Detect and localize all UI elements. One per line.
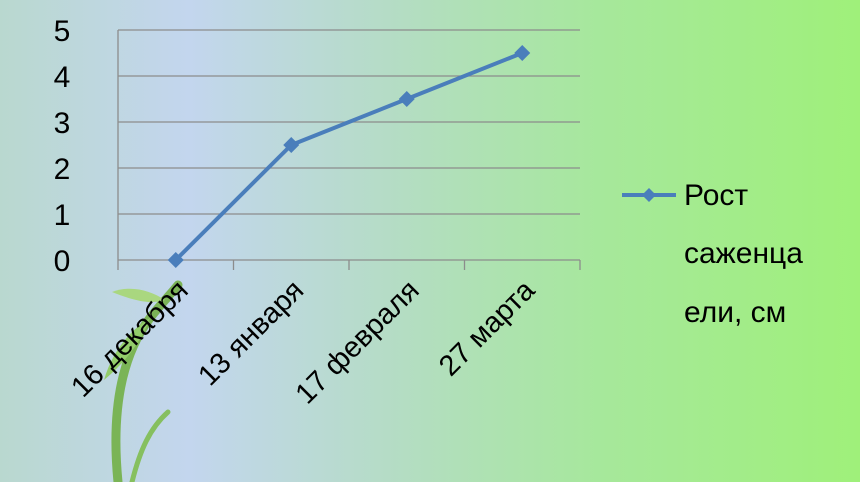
y-tick-label-5: 5 xyxy=(54,15,71,48)
x-tick-label-2: 13 января xyxy=(192,274,310,392)
axes xyxy=(117,30,581,270)
y-tick-label-1: 1 xyxy=(54,199,71,232)
sprout-decoration xyxy=(104,280,183,482)
legend-label-line-3: ели, см xyxy=(684,296,786,329)
y-tick-label-4: 4 xyxy=(54,61,71,94)
legend-marker-swatch xyxy=(642,188,656,202)
legend-label-line-1: Рост xyxy=(684,179,748,212)
series-line xyxy=(167,45,531,268)
data-point-4 xyxy=(514,45,531,61)
y-tick-label-3: 3 xyxy=(54,107,71,140)
legend-label-line-2: саженца xyxy=(684,237,803,270)
series-line-path xyxy=(174,51,523,262)
data-point-2 xyxy=(283,137,300,153)
y-tick-label-2: 2 xyxy=(54,153,71,186)
data-point-3 xyxy=(398,91,415,107)
x-tick-label-3: 17 февраля xyxy=(290,274,426,410)
data-point-1 xyxy=(167,252,184,268)
x-tick-label-4: 27 марта xyxy=(433,274,542,383)
y-axis-ticks: 0 1 2 3 4 5 xyxy=(54,15,71,278)
y-tick-label-0: 0 xyxy=(54,245,71,278)
legend: Рост саженца ели, см xyxy=(622,179,803,329)
